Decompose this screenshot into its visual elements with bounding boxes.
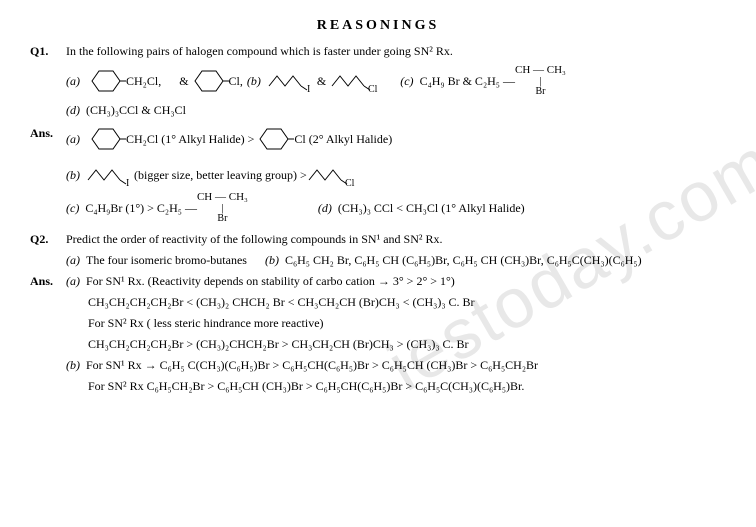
frac-bot: Br	[535, 87, 545, 97]
ans2-row: Ans. (a) For SN¹ Rx. (Reactivity depends…	[30, 274, 726, 400]
ans1-d-label: (d)	[318, 201, 332, 216]
document-content: REASONINGS Q1. In the following pairs of…	[30, 18, 726, 400]
ans1-b-label: (b)	[66, 168, 80, 183]
q2-options: (a) The four isomeric bromo-butanes (b) …	[66, 253, 726, 268]
q2-label: Q2.	[30, 232, 66, 247]
q2-a-label: (a)	[66, 253, 80, 268]
ans1-c-label: (c)	[66, 201, 79, 216]
zigzag-icon: I	[86, 164, 134, 186]
zigzag-icon: Cl	[330, 70, 382, 92]
ans1-a: (a) CH₂Cl (1° Alkyl Halide) > Cl (2° Alk…	[66, 126, 726, 152]
q1-b-label: (b)	[247, 74, 261, 89]
q1-text: In the following pairs of halogen compou…	[66, 44, 726, 59]
q2-text: Predict the order of reactivity of the f…	[66, 232, 726, 247]
q1-options-row2: (d) (CH₃)₃CCl & CH₃Cl	[66, 103, 726, 118]
ans1-b: (b) I (bigger size, better leaving group…	[66, 164, 726, 186]
ans2-a-l2: CH₃CH₂CH₂CH₂Br < (CH₃)₂ CHCH₂ Br < CH₃CH…	[88, 295, 475, 310]
page-title: REASONINGS	[30, 18, 726, 34]
q2-row: Q2. Predict the order of reactivity of t…	[30, 232, 726, 247]
ans2-body: (a) For SN¹ Rx. (Reactivity depends on s…	[66, 274, 726, 400]
hexagon-icon	[254, 126, 294, 152]
q1-b-amp: &	[317, 74, 326, 89]
q1-a-s1: CH₂Cl,	[126, 74, 161, 89]
ans2-a-label: (a)	[66, 274, 80, 289]
q1-a-amp: &	[179, 74, 188, 89]
q1-a-s2: Cl,	[229, 74, 243, 89]
ans1-row-a: Ans. (a) CH₂Cl (1° Alkyl Halide) > Cl (2…	[30, 126, 726, 158]
q1-d-text: (CH₃)₃CCl & CH₃Cl	[86, 103, 186, 118]
svg-text:I: I	[126, 178, 129, 186]
ans2-b-label: (b)	[66, 358, 80, 373]
q1-row: Q1. In the following pairs of halogen co…	[30, 44, 726, 59]
ans2-b-l1: For SN¹ Rx → C₆H₅ C(CH₃)(C₆H₅)Br > C₆H₅C…	[86, 358, 538, 373]
ans2-a-l3: For SN² Rx ( less steric hindrance more …	[88, 316, 324, 331]
ans1-cd: (c) C₄H₉Br (1°) > C₂H₅ — CH — CH₃ | Br (…	[66, 192, 726, 224]
svg-text:Cl: Cl	[368, 84, 378, 92]
svg-text:I: I	[307, 84, 310, 92]
ans1-a-label: (a)	[66, 132, 80, 147]
ans2-a-l4: CH₃CH₂CH₂CH₂Br > (CH₃)₂CHCH₂Br > CH₃CH₂C…	[88, 337, 469, 352]
frac-bot: Br	[217, 214, 227, 224]
hexagon-icon	[189, 68, 229, 94]
q2-b-text: C₆H₅ CH₂ Br, C₆H₅ CH (C₆H₅)Br, C₆H₅ CH (…	[285, 253, 642, 268]
ans1-d-text: (CH₃)₃ CCl < CH₃Cl (1° Alkyl Halide)	[338, 201, 525, 216]
ans1-a-s1: CH₂Cl (1° Alkyl Halide) >	[126, 132, 254, 147]
q1-a-label: (a)	[66, 74, 80, 89]
q1-options-row1: (a) CH₂Cl, & Cl, (b) I & Cl (c) C₄H₉ Br …	[66, 65, 726, 97]
q1-c-label: (c)	[400, 74, 413, 89]
ans2-b-l2: For SN² Rx C₆H₅CH₂Br > C₆H₅CH (CH₃)Br > …	[88, 379, 524, 394]
q1-c-frac: CH — CH₃ | Br	[515, 65, 566, 97]
q1-c-t1: C₄H₉ Br & C₂H₅ —	[420, 74, 515, 89]
ans1-b-t1: (bigger size, better leaving group) >	[134, 168, 307, 183]
ans1-c-t1: C₄H₉Br (1°) > C₂H₅ —	[85, 201, 197, 216]
ans1-a-s2: Cl (2° Alkyl Halide)	[294, 132, 392, 147]
ans2-label: Ans.	[30, 274, 66, 289]
q2-a-text: The four isomeric bromo-butanes	[86, 253, 247, 268]
svg-text:Cl: Cl	[345, 178, 355, 186]
q1-label: Q1.	[30, 44, 66, 59]
ans2-a-l1: For SN¹ Rx. (Reactivity depends on stabi…	[86, 274, 455, 289]
q2-b-label: (b)	[265, 253, 279, 268]
ans1-label: Ans.	[30, 126, 66, 141]
hexagon-icon	[86, 68, 126, 94]
zigzag-icon: I	[267, 70, 313, 92]
hexagon-icon	[86, 126, 126, 152]
ans1-c-frac: CH — CH₃ | Br	[197, 192, 248, 224]
zigzag-icon: Cl	[307, 164, 359, 186]
q1-d-label: (d)	[66, 103, 80, 118]
